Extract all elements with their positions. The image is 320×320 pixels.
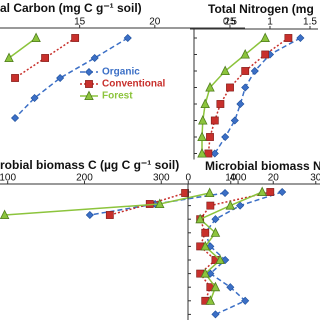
marker xyxy=(84,67,94,77)
marker xyxy=(216,100,225,108)
marker xyxy=(241,83,250,92)
marker xyxy=(11,113,20,123)
marker xyxy=(11,74,19,82)
marker xyxy=(205,295,216,305)
marker xyxy=(210,149,219,158)
panel-title: robial biomass C (µg C g⁻¹ soil) xyxy=(0,158,179,172)
x-tick-label: 100 xyxy=(0,173,16,184)
marker xyxy=(260,32,270,42)
marker xyxy=(236,201,245,210)
marker xyxy=(200,98,210,108)
marker xyxy=(105,211,114,219)
marker xyxy=(56,73,65,83)
marker xyxy=(197,148,207,158)
marker xyxy=(200,268,210,278)
x-tick-label: 25 xyxy=(224,17,236,28)
panel xyxy=(0,25,245,123)
marker xyxy=(201,228,210,237)
x-tick-label: 300 xyxy=(153,173,170,184)
marker xyxy=(71,34,80,42)
marker xyxy=(155,198,165,208)
panel-title: Total Nitrogen (mg xyxy=(208,2,314,16)
marker xyxy=(195,213,205,224)
x-tick-label: 0.5 xyxy=(223,17,237,28)
marker xyxy=(41,54,49,62)
marker xyxy=(241,67,250,75)
panel xyxy=(0,181,245,220)
legend-label: Organic xyxy=(102,67,140,78)
marker xyxy=(206,201,215,210)
marker xyxy=(210,116,219,125)
series-line xyxy=(14,37,129,119)
x-tick-label: 20 xyxy=(149,17,161,28)
marker xyxy=(30,93,39,103)
panel xyxy=(190,26,318,160)
x-tick-label: 20 xyxy=(268,173,280,184)
marker xyxy=(200,240,210,251)
marker xyxy=(226,83,234,92)
marker xyxy=(198,115,208,125)
series-line xyxy=(204,191,283,316)
marker xyxy=(85,80,93,88)
marker xyxy=(204,149,213,158)
x-tick-label: 1.5 xyxy=(303,17,317,28)
legend-label: Forest xyxy=(102,91,133,102)
marker xyxy=(211,215,220,224)
marker xyxy=(197,131,207,141)
marker xyxy=(0,209,10,219)
marker xyxy=(206,133,214,141)
panel-title: Microbial biomass N xyxy=(205,159,320,173)
x-tick-label: 1 xyxy=(267,17,273,28)
x-tick-label: 0 xyxy=(185,173,191,184)
marker xyxy=(236,99,245,109)
panel-title: al Carbon (mg C g⁻¹ soil) xyxy=(0,1,142,15)
marker xyxy=(266,188,275,196)
marker xyxy=(250,66,259,76)
legend-label: Conventional xyxy=(102,79,166,90)
marker xyxy=(210,281,221,292)
panel xyxy=(184,181,320,320)
marker xyxy=(278,187,287,197)
marker xyxy=(284,34,293,42)
marker xyxy=(31,32,41,42)
x-tick-label: 10 xyxy=(225,173,237,184)
marker xyxy=(241,296,250,305)
marker xyxy=(230,116,239,125)
marker xyxy=(261,50,270,59)
marker xyxy=(181,189,189,197)
marker xyxy=(225,200,236,210)
marker xyxy=(85,210,94,220)
marker xyxy=(226,283,235,292)
marker xyxy=(221,188,230,198)
x-tick-label: 30 xyxy=(310,173,320,184)
marker xyxy=(211,310,220,319)
marker xyxy=(240,49,250,59)
series-line xyxy=(8,37,37,59)
marker xyxy=(205,82,215,92)
marker xyxy=(221,132,230,142)
marker xyxy=(4,52,14,62)
x-tick-label: 400 xyxy=(230,173,247,184)
marker xyxy=(257,186,267,196)
marker xyxy=(220,65,230,75)
marker xyxy=(84,90,94,100)
marker xyxy=(296,33,305,43)
marker xyxy=(204,187,215,197)
marker xyxy=(215,254,225,264)
series-line xyxy=(207,37,289,154)
marker xyxy=(210,227,221,237)
marker xyxy=(123,33,132,43)
marker xyxy=(90,53,99,63)
series-line xyxy=(214,37,301,154)
x-tick-label: 15 xyxy=(74,17,86,28)
x-tick-label: 200 xyxy=(76,173,93,184)
